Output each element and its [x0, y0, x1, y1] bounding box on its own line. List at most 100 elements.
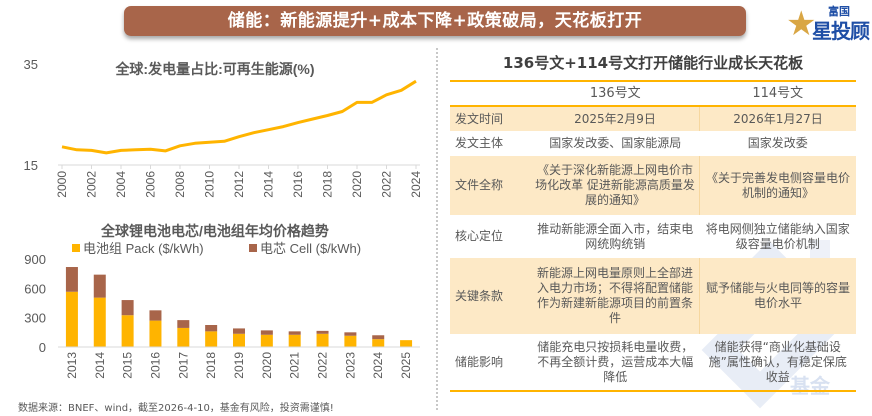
logo-main-text: 星投顾 — [812, 19, 870, 43]
line-chart-title: 全球:发电量占比:可再生能源(%) — [114, 61, 314, 77]
bar-x-tick-label: 2024 — [371, 352, 385, 379]
line-x-tick-label: 2000 — [55, 171, 69, 198]
bar-pack — [205, 331, 218, 347]
table-title: 136号文+114号文打开储能行业成长天花板 — [502, 54, 804, 72]
bar-cell — [288, 331, 301, 335]
bar-cell — [344, 332, 357, 336]
section-divider — [436, 48, 438, 410]
header-cell-114: 114号文 — [699, 81, 856, 107]
cell-114: 赋予储能与火电同等的容量电价水平 — [699, 258, 856, 334]
cell-114: 将电网侧独立储能纳入国家级容量电价机制 — [705, 221, 850, 251]
legend-swatch-cell — [249, 244, 257, 252]
table-row: 关键条款 新能源上网电量原则上全部进入电力市场；不得将配置储能作为新建新能源项目… — [450, 258, 856, 334]
bar-pack — [93, 297, 106, 347]
bar-x-tick-label: 2016 — [148, 352, 162, 379]
cell-136: 2025年2月9日 — [531, 106, 700, 131]
line-y-tick-label: 35 — [24, 57, 38, 72]
bar-cell — [149, 310, 162, 321]
line-x-tick-label: 2016 — [291, 171, 305, 198]
header-cell-136: 136号文 — [531, 81, 700, 107]
row-label: 核心定位 — [455, 229, 504, 243]
line-x-tick-label: 2006 — [144, 171, 158, 198]
header-cell-empty — [450, 81, 531, 107]
table-row: 储能影响 储能充电只按损耗电量收费，不再全额计费，运营成本大幅降低 储能获得“商… — [450, 334, 856, 391]
bar-x-tick-label: 2017 — [176, 352, 190, 379]
bar-y-tick-label: 300 — [24, 311, 46, 326]
line-x-tick-label: 2020 — [350, 171, 364, 198]
logo-top-text: 富国 — [828, 5, 850, 18]
cell-136: 新能源上网电量原则上全部进入电力市场；不得将配置储能作为新建新能源项目的前置条件 — [531, 258, 700, 334]
bar-y-tick-label: 0 — [39, 340, 46, 355]
data-source-footnote: 数据来源：BNEF、wind，截至2026-4-10，基金有风险，投资需谨慎! — [18, 403, 334, 414]
table-row: 发文主体 国家发改委、国家能源局 国家发改委 — [450, 131, 856, 156]
brand-logo: ★ 富国 星投顾 — [786, 1, 870, 43]
table-row: 文件全称 《关于深化新能源上网电价市场化改革 促进新能源高质量发展的通知》 《关… — [450, 156, 856, 215]
line-x-tick-label: 2012 — [232, 171, 246, 198]
bar-pack — [149, 320, 162, 347]
bar-x-tick-label: 2022 — [316, 352, 330, 379]
cell-114: 国家发改委 — [747, 136, 808, 150]
bar-pack — [344, 335, 357, 347]
battery-price-bar-chart: 全球锂电池电芯/电池组年均价格趋势 电池组 Pack ($/kWh) 电芯 Ce… — [24, 223, 420, 379]
row-label: 关键条款 — [450, 258, 531, 334]
bar-x-tick-label: 2021 — [288, 352, 302, 379]
cell-114: 2026年1月27日 — [699, 106, 856, 131]
line-x-tick-label: 2014 — [262, 171, 276, 198]
bar-x-tick-label: 2023 — [343, 352, 357, 379]
table-header-row: 136号文 114号文 — [450, 81, 856, 107]
bar-pack — [177, 327, 190, 347]
bar-chart-title: 全球锂电池电芯/电池组年均价格趋势 — [100, 223, 329, 239]
legend-swatch-pack — [72, 244, 80, 252]
renewable-share-line-chart: 全球:发电量占比:可再生能源(%) 35 15 2000 2002 2004 2006 2… — [24, 57, 423, 198]
watermark-text: 基金 — [790, 374, 830, 398]
line-x-tick-label: 2008 — [173, 171, 187, 198]
bar-x-tick-label: 2018 — [204, 352, 218, 379]
line-x-tick-label: 2004 — [114, 171, 128, 198]
bar-cell — [93, 274, 106, 298]
bar-x-tick-label: 2020 — [260, 352, 274, 379]
star-icon: ★ — [786, 4, 817, 44]
row-label: 储能影响 — [455, 354, 504, 369]
bar-cell — [177, 320, 190, 328]
bar-pack — [400, 340, 413, 347]
line-series-renewable — [61, 79, 417, 155]
bar-x-tick-label: 2015 — [121, 352, 135, 379]
bar-cell — [316, 330, 329, 334]
bar-y-tick-label: 900 — [24, 252, 46, 267]
cell-136: 《关于深化新能源上网电价市场化改革 促进新能源高质量发展的通知》 — [531, 156, 700, 215]
bar-x-tick-label: 2025 — [399, 352, 413, 379]
table-row: 发文时间 2025年2月9日 2026年1月27日 — [450, 106, 856, 131]
bar-pack — [372, 339, 385, 347]
bar-pack — [316, 333, 329, 347]
legend-label-cell: 电芯 Cell ($/kWh) — [260, 241, 361, 256]
bar-cell — [233, 328, 245, 334]
cell-114: 储能获得“商业化基础设施”属性确认，有稳定保底收益 — [708, 339, 847, 384]
cell-136: 推动新能源全面入市，结束电网统购统销 — [537, 221, 694, 251]
page-banner-title: 储能：新能源提升+成本下降+政策破局，天花板打开 — [124, 6, 746, 36]
line-y-tick-label: 15 — [24, 158, 38, 173]
line-x-tick-label: 2024 — [409, 171, 423, 198]
line-x-tick-label: 2022 — [380, 171, 394, 198]
bar-pack — [260, 334, 273, 347]
bar-x-tick-label: 2014 — [93, 352, 107, 379]
policy-comparison-table: 136号文 114号文 发文时间 2025年2月9日 2026年1月27日 发文… — [450, 80, 856, 392]
cell-136: 国家发改委、国家能源局 — [549, 136, 682, 150]
table-row: 核心定位 推动新能源全面入市，结束电网统购统销 将电网侧独立储能纳入国家级容量电… — [450, 215, 856, 258]
bar-x-tick-label: 2019 — [232, 352, 246, 379]
row-label: 文件全称 — [450, 156, 531, 215]
bar-pack — [233, 333, 245, 347]
line-x-tick-label: 2010 — [203, 171, 217, 198]
bar-cell — [65, 267, 78, 292]
line-x-tick-label: 2002 — [85, 171, 99, 198]
cell-114: 《关于完善发电侧容量电价机制的通知》 — [699, 156, 856, 215]
row-label: 发文时间 — [450, 106, 531, 131]
bar-y-tick-label: 600 — [24, 281, 46, 296]
bar-cell — [260, 330, 273, 335]
legend-label-pack: 电池组 Pack ($/kWh) — [83, 241, 204, 256]
bar-pack — [65, 291, 78, 347]
bar-pack — [288, 334, 301, 347]
bar-pack — [121, 315, 134, 347]
row-label: 发文主体 — [455, 136, 504, 150]
cell-136: 储能充电只按损耗电量收费，不再全额计费，运营成本大幅降低 — [537, 339, 694, 384]
line-x-tick-label: 2018 — [321, 171, 335, 198]
